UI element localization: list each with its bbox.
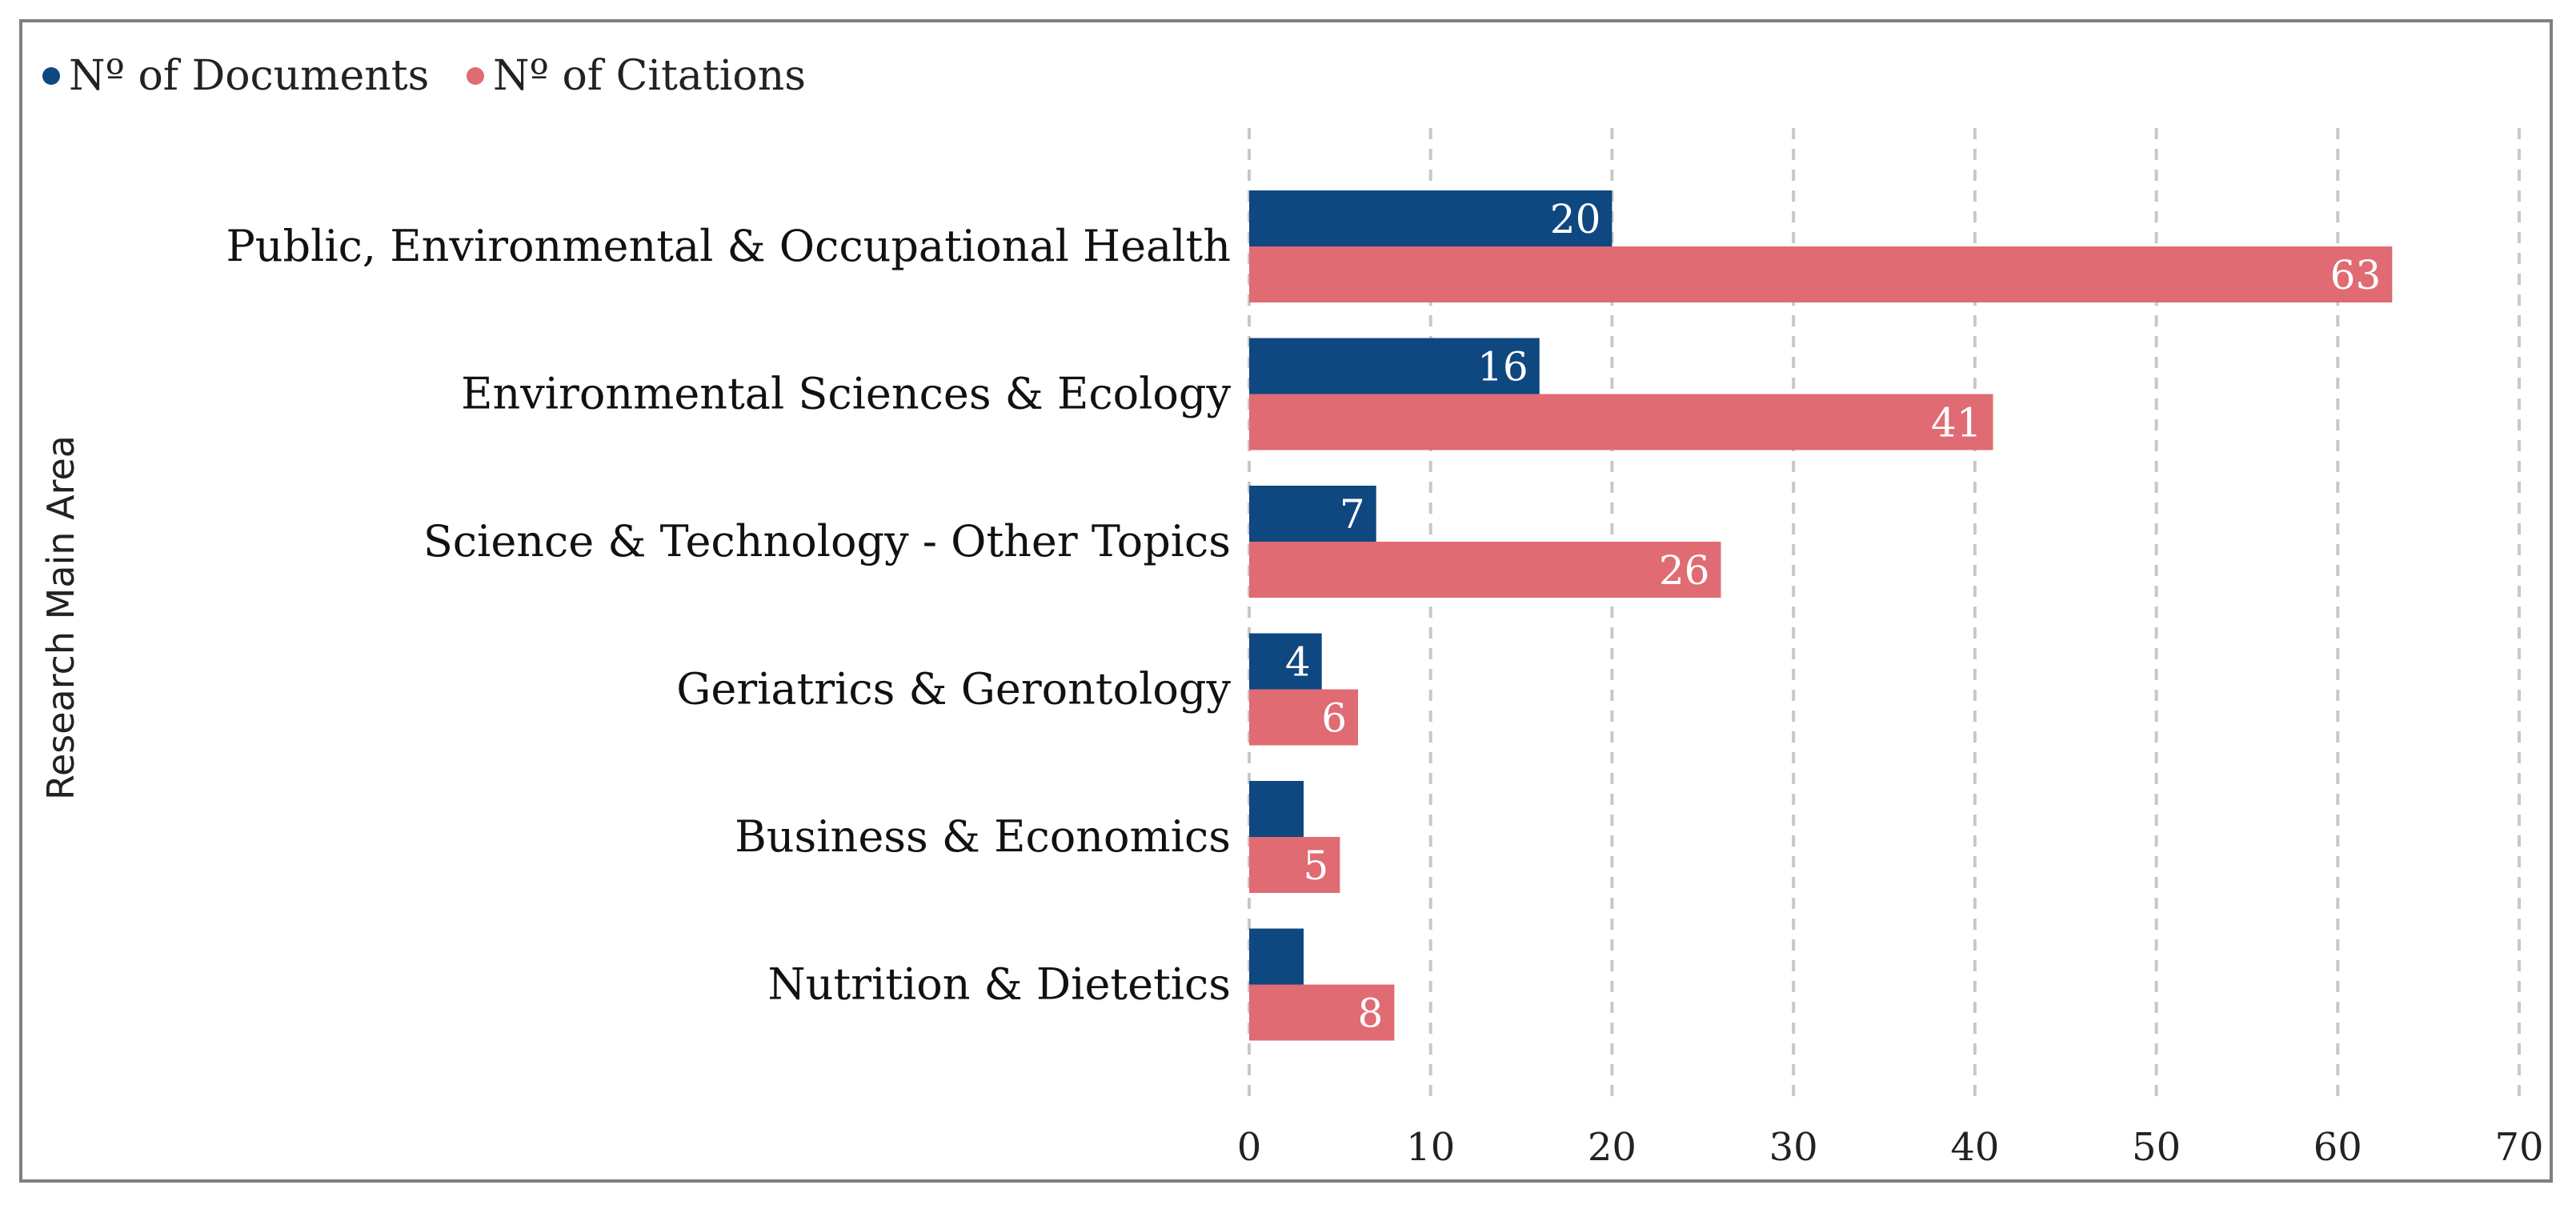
legend-label-documents: Nº of Documents (69, 52, 429, 100)
documents-value-label-0: 20 (1550, 196, 1601, 242)
x-tick-label-7: 70 (2494, 1125, 2543, 1170)
category-label-4: Business & Economics (735, 811, 1231, 862)
citations-value-label-2: 26 (1659, 547, 1710, 594)
x-tick-label-0: 0 (1237, 1125, 1262, 1170)
x-tick-label-6: 60 (2314, 1125, 2362, 1170)
documents-value-label-2: 7 (1340, 491, 1365, 538)
citations-bar-5 (1249, 984, 1395, 1041)
citations-value-label-3: 6 (1321, 695, 1347, 742)
y-axis-title: Research Main Area (39, 435, 82, 800)
category-label-1: Environmental Sciences & Ecology (461, 369, 1231, 419)
citations-value-label-5: 8 (1358, 991, 1384, 1037)
x-tick-label-1: 10 (1406, 1125, 1455, 1170)
documents-bar-2 (1249, 486, 1376, 542)
x-tick-label-4: 40 (1950, 1125, 1999, 1170)
category-label-0: Public, Environmental & Occupational Hea… (226, 221, 1231, 271)
category-label-5: Nutrition & Dietetics (767, 959, 1231, 1010)
citations-bar-0 (1249, 246, 2393, 302)
documents-bar-5 (1249, 928, 1304, 985)
gridlines (1248, 128, 2521, 1103)
citations-value-label-1: 41 (1931, 400, 1982, 446)
documents-value-label-3: 4 (1285, 639, 1311, 686)
citations-value-label-0: 63 (2330, 252, 2382, 298)
documents-value-label-1: 16 (1477, 344, 1528, 390)
x-tick-label-3: 30 (1769, 1125, 1818, 1170)
citations-bar-2 (1249, 542, 1721, 598)
x-tick-label-2: 20 (1588, 1125, 1637, 1170)
documents-bar-4 (1249, 781, 1304, 837)
category-label-2: Science & Technology - Other Topics (423, 516, 1231, 566)
legend: Nº of Documents Nº of Citations (42, 52, 806, 100)
citations-bar-4 (1249, 837, 1340, 893)
legend-marker-citations (467, 67, 484, 85)
citations-bar-3 (1249, 689, 1359, 746)
documents-bar-1 (1249, 338, 1540, 394)
citations-bar-1 (1249, 394, 1993, 450)
category-labels: Public, Environmental & Occupational Hea… (226, 221, 1231, 1010)
documents-bar-3 (1249, 633, 1322, 690)
legend-marker-documents (42, 67, 60, 85)
x-tick-labels: 0 10 20 30 40 50 60 70 (1237, 1125, 2544, 1170)
bars: 20 63 16 41 7 26 46 5 8 (1249, 190, 2393, 1041)
category-label-3: Geriatrics & Gerontology (676, 664, 1231, 715)
x-tick-label-5: 50 (2132, 1125, 2181, 1170)
chart-frame (19, 19, 2553, 1183)
documents-bar-0 (1249, 190, 1613, 246)
legend-label-citations: Nº of Citations (493, 52, 806, 100)
citations-value-label-4: 5 (1304, 843, 1329, 889)
